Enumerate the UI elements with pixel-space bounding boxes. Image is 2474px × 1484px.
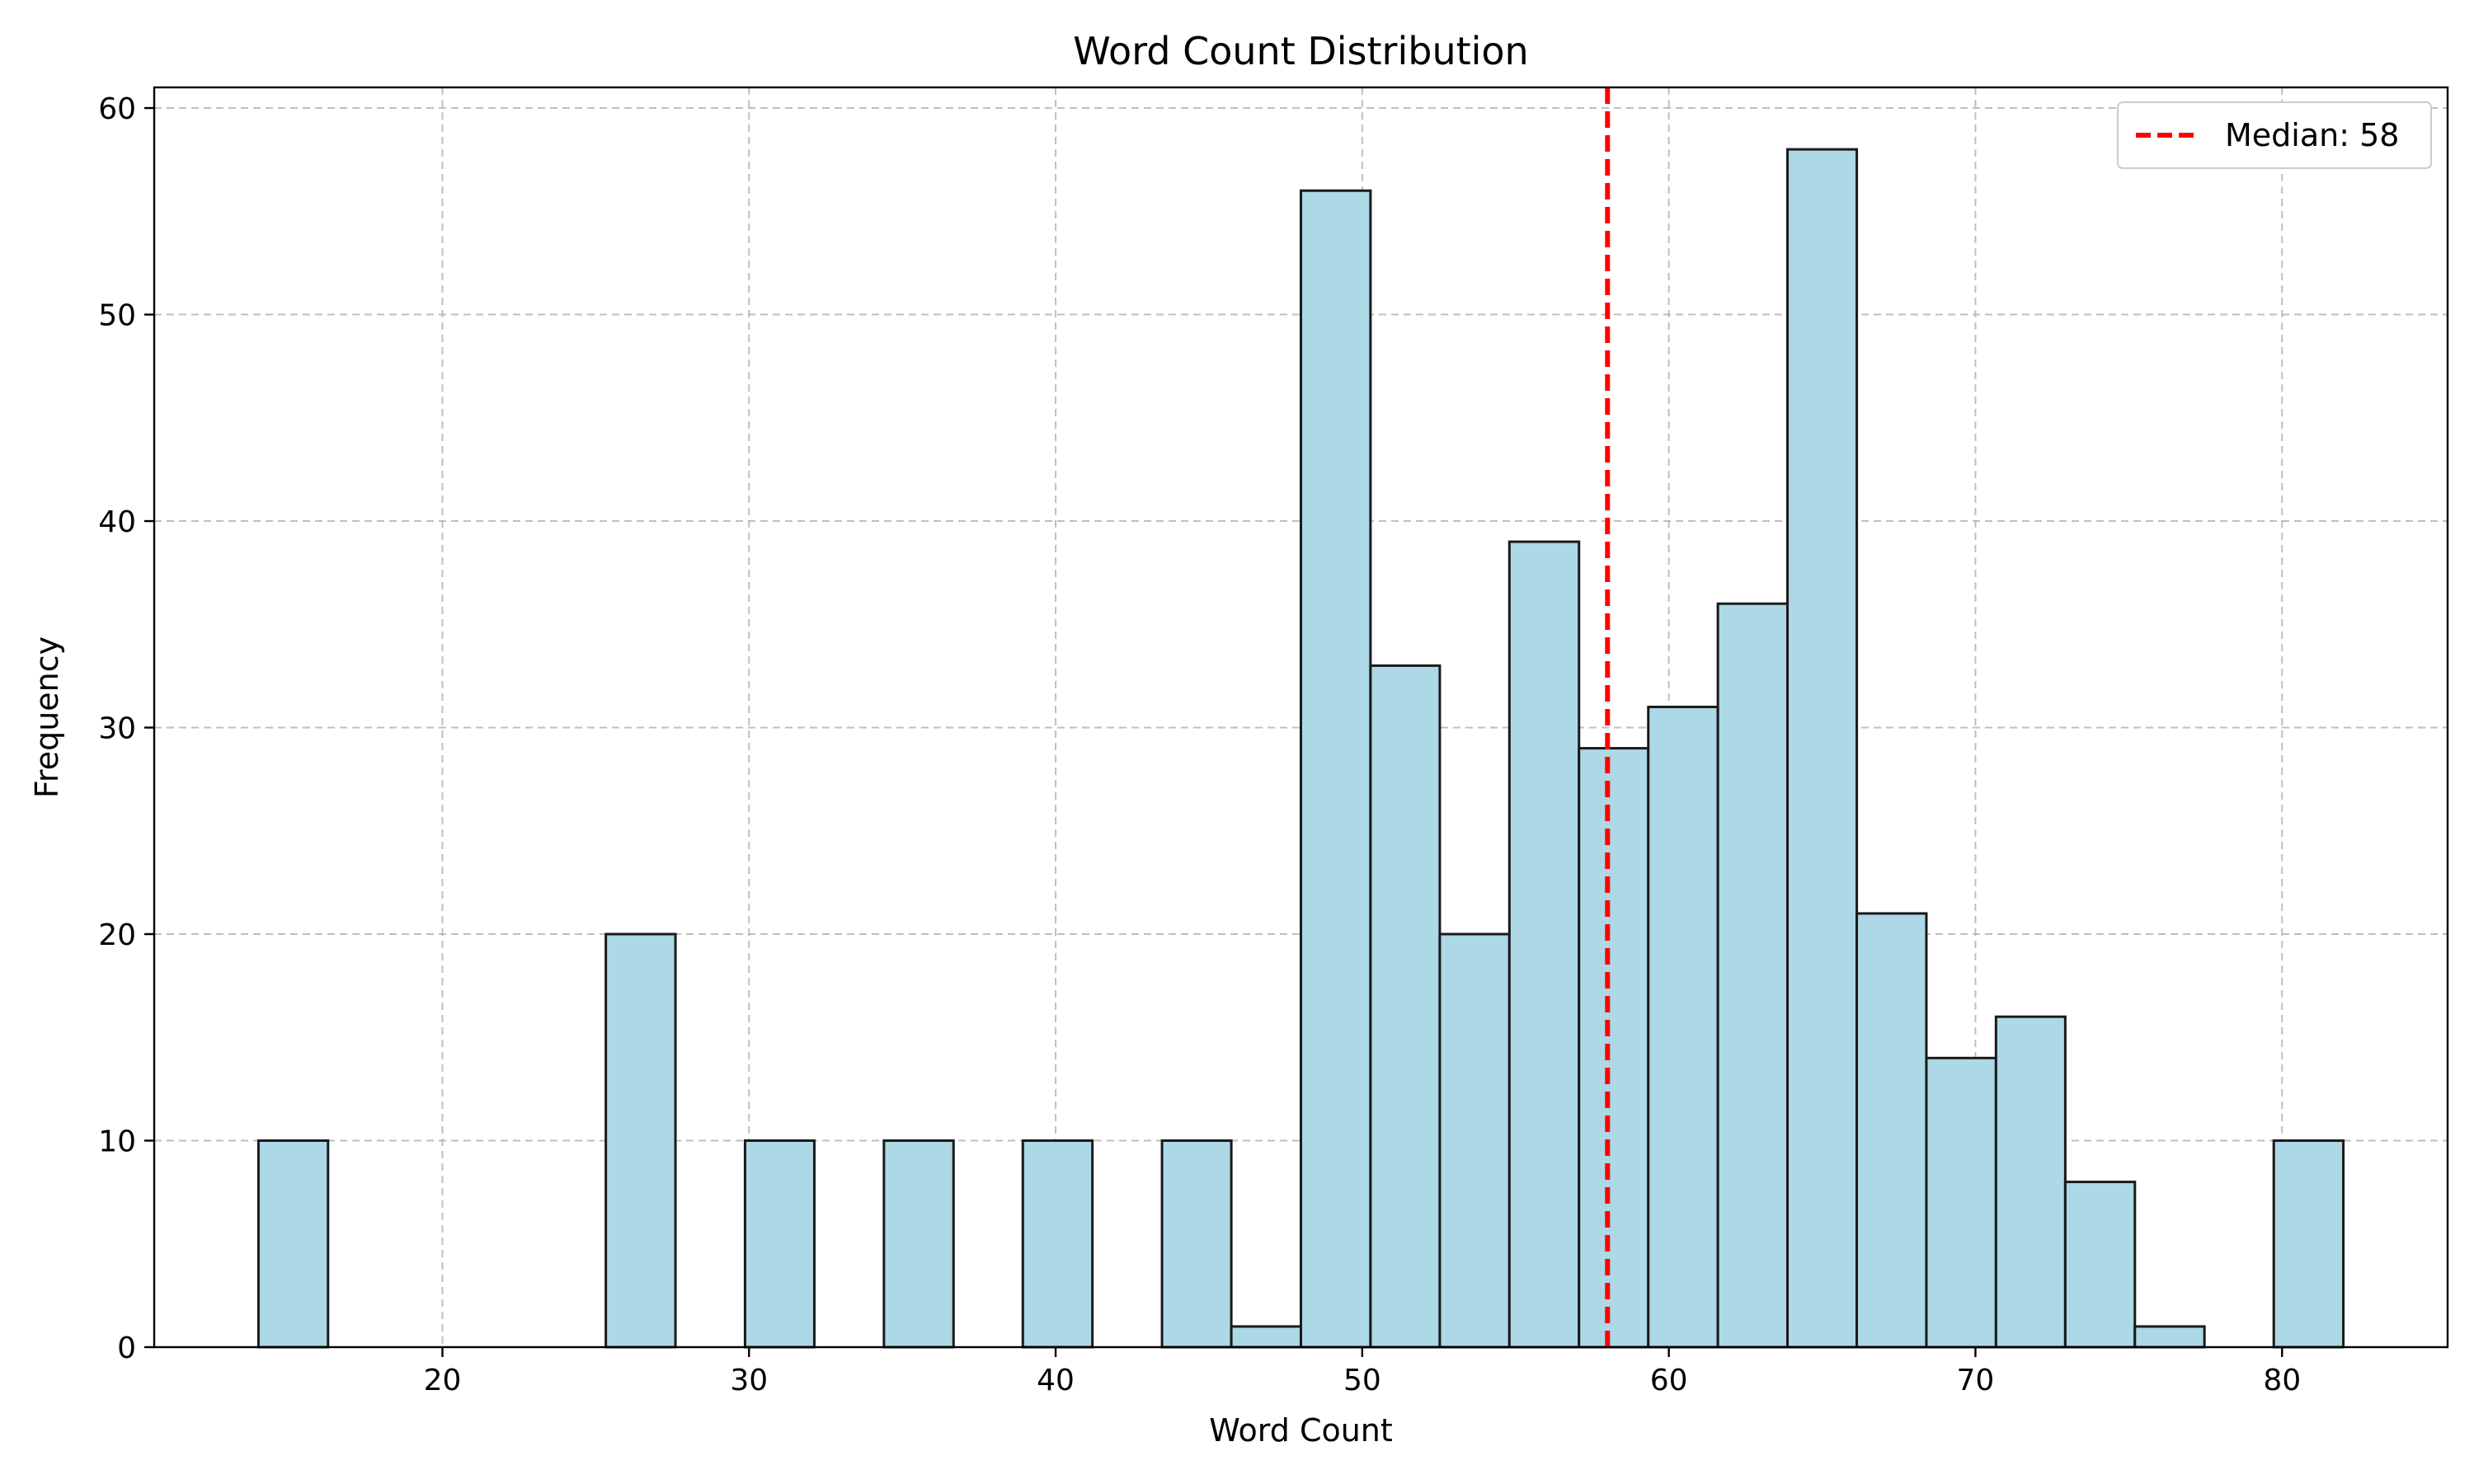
histogram-bar xyxy=(1230,1325,1303,1349)
x-axis-ticks: 20 30 40 50 60 70 80 xyxy=(424,1347,2301,1397)
histogram-bar xyxy=(1856,912,1928,1349)
x-tick-label: 30 xyxy=(730,1364,768,1397)
histogram-bar xyxy=(882,1139,955,1349)
y-tick-label: 60 xyxy=(98,92,136,126)
y-axis-ticks: 0 10 20 30 40 50 60 xyxy=(98,92,154,1365)
chart-title: Word Count Distribution xyxy=(1073,29,1528,73)
x-axis-label: Word Count xyxy=(1209,1412,1393,1449)
y-tick-label: 30 xyxy=(98,712,136,746)
x-tick-label: 50 xyxy=(1343,1364,1381,1397)
histogram-bar xyxy=(1300,189,1372,1349)
y-tick-label: 10 xyxy=(98,1125,136,1159)
x-tick-label: 80 xyxy=(2263,1364,2301,1397)
histogram-bar xyxy=(256,1139,330,1349)
y-tick-label: 50 xyxy=(98,299,136,333)
x-tick-label: 70 xyxy=(1957,1364,1995,1397)
histogram-bar xyxy=(1438,932,1511,1349)
x-tick-label: 40 xyxy=(1037,1364,1075,1397)
plot-frame xyxy=(153,86,2449,1349)
y-axis-label: Frequency xyxy=(29,636,65,798)
histogram-bar xyxy=(604,932,677,1349)
histogram-bar xyxy=(1369,664,1442,1349)
y-tick-label: 40 xyxy=(98,505,136,539)
histogram-bars xyxy=(256,148,2345,1349)
legend: Median: 58 xyxy=(2117,101,2432,169)
histogram-bar xyxy=(1786,148,1859,1349)
y-tick-label: 20 xyxy=(98,918,136,952)
histogram-bar xyxy=(2063,1181,2137,1349)
histogram-bar xyxy=(1716,602,1790,1349)
histogram-bar xyxy=(743,1139,816,1349)
legend-box xyxy=(2117,101,2432,169)
histogram-bar xyxy=(1994,1015,2067,1349)
histogram-bar xyxy=(1507,540,1581,1349)
histogram-bar xyxy=(1647,705,1719,1349)
x-tick-label: 60 xyxy=(1650,1364,1688,1397)
x-tick-label: 20 xyxy=(424,1364,462,1397)
y-tick-label: 0 xyxy=(117,1331,136,1365)
histogram-bar xyxy=(1578,747,1650,1349)
histogram-bar xyxy=(2133,1325,2206,1349)
legend-label-median: Median: 58 xyxy=(2225,117,2399,153)
histogram-bar xyxy=(1925,1056,1997,1349)
histogram-bar xyxy=(2272,1139,2345,1349)
histogram-bar xyxy=(1160,1139,1233,1349)
histogram-bar xyxy=(1021,1139,1094,1349)
